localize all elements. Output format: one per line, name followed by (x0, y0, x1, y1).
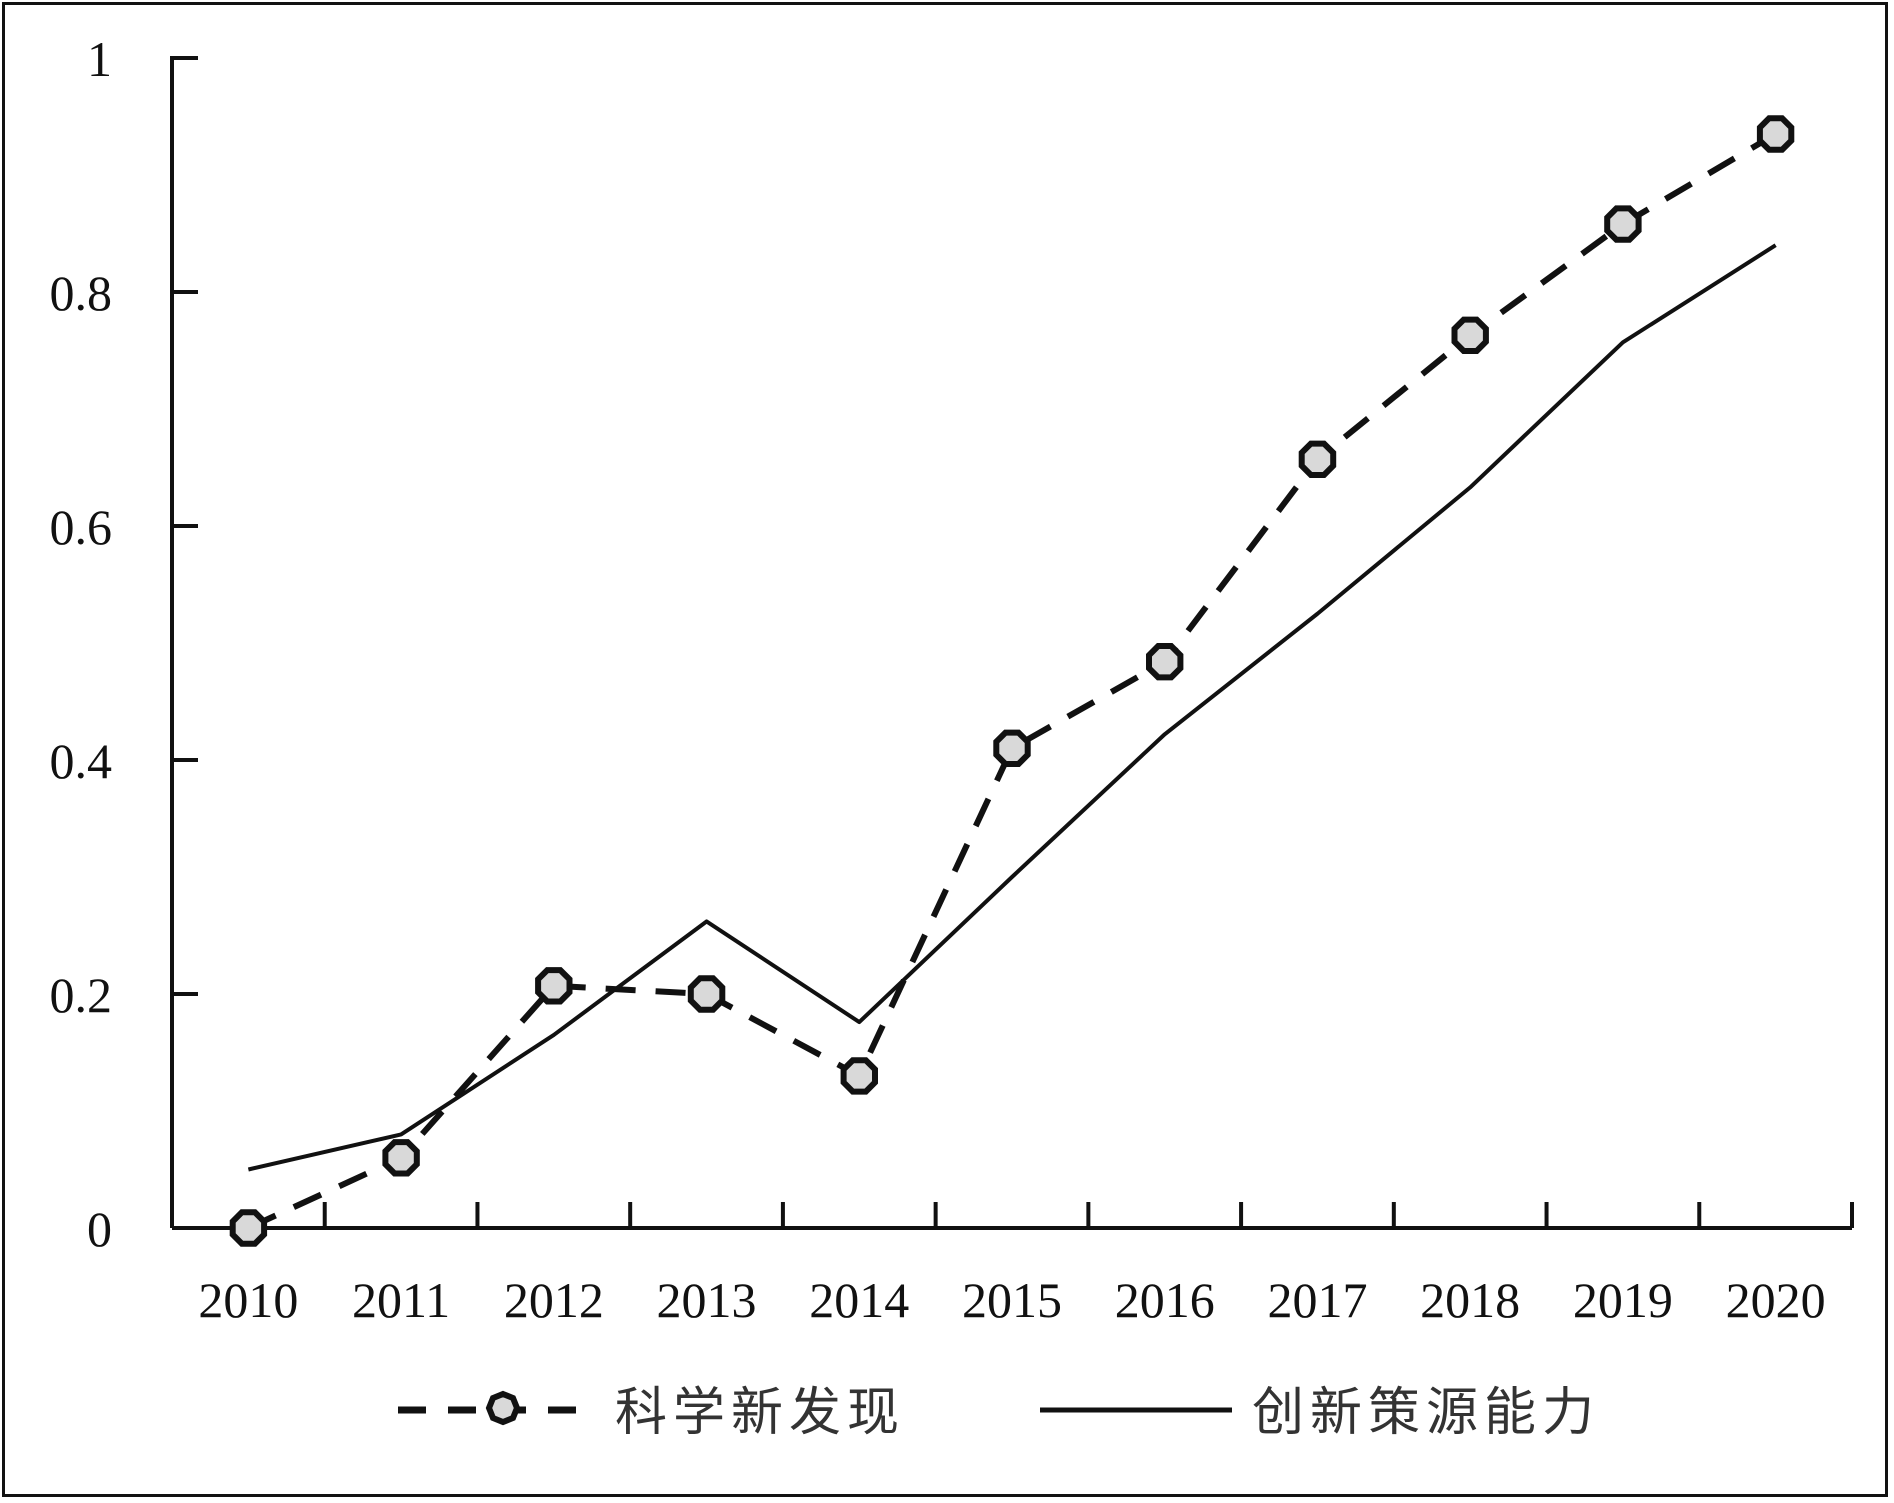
axes (170, 56, 1854, 1230)
series-line-1 (247, 131, 1778, 1231)
y-tick-label: 0.4 (50, 733, 113, 789)
x-tick-label: 2020 (1726, 1272, 1826, 1328)
legend-item-series-2: 创新策源能力 (1040, 1383, 1600, 1443)
y-tick-label: 0.6 (50, 499, 113, 555)
data-point-marker (993, 729, 1031, 767)
x-tick-label: 2016 (1115, 1272, 1215, 1328)
data-point-marker (687, 975, 726, 1013)
x-tick-label: 2014 (809, 1272, 909, 1328)
data-point-marker (229, 1209, 268, 1247)
data-point-marker (840, 1057, 878, 1095)
x-tick-label: 2018 (1420, 1272, 1520, 1328)
x-tick-label: 2013 (657, 1272, 757, 1328)
y-tick-label: 0.8 (50, 265, 113, 321)
x-tick-label: 2017 (1267, 1272, 1367, 1328)
legend-label-series-1: 科学新发现 (615, 1383, 905, 1443)
legend-marker-icon (485, 1390, 521, 1426)
x-tick-label: 2011 (352, 1272, 450, 1328)
x-tick-label: 2010 (198, 1272, 298, 1328)
x-tick-label: 2012 (504, 1272, 604, 1328)
tick-labels: 0 0.2 0.4 0.6 0.8 1 2010 2011 2012 2013 2014 2015 20… (50, 31, 1826, 1328)
y-tick-label: 1 (87, 31, 112, 87)
legend-item-series-1: 科学新发现 (398, 1383, 905, 1443)
data-point-marker (1298, 440, 1337, 478)
data-point-marker (382, 1139, 420, 1177)
y-tick-label: 0.2 (50, 967, 113, 1023)
data-point-marker (535, 967, 573, 1005)
x-tick-label: 2019 (1573, 1272, 1673, 1328)
y-tick-label: 0 (87, 1201, 112, 1257)
series-lines (247, 131, 1778, 1231)
data-point-marker (1451, 316, 1489, 354)
series-markers (229, 115, 1795, 1247)
data-point-marker (1604, 205, 1642, 243)
data-point-marker (1146, 643, 1184, 681)
legend: 科学新发现 创新策源能力 (398, 1383, 1600, 1443)
legend-label-series-2: 创新策源能力 (1252, 1383, 1600, 1443)
x-tick-label: 2015 (962, 1272, 1062, 1328)
series-line-2 (247, 243, 1777, 1172)
data-point-marker (1756, 115, 1795, 153)
